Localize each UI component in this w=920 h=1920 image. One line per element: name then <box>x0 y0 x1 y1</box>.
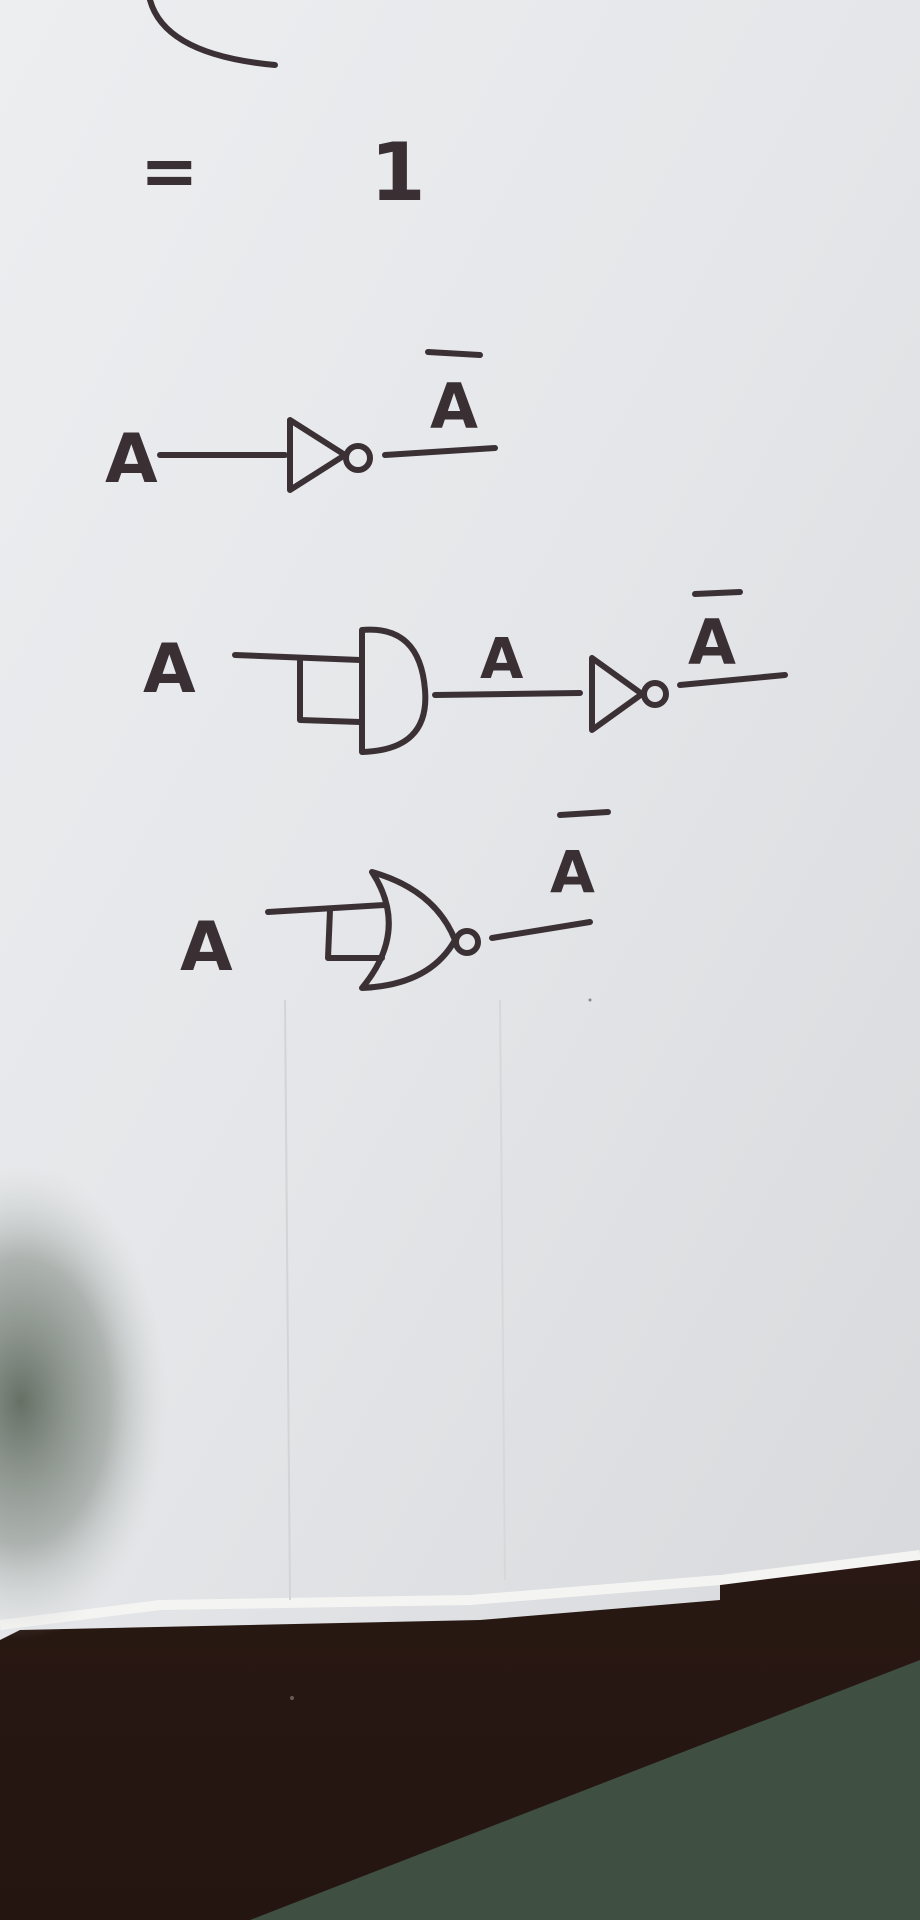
not-gate-triangle-icon-2 <box>589 655 645 733</box>
equation-value: 1 <box>370 126 426 219</box>
nor-gate-icon <box>359 869 458 991</box>
circuit2-middle-label: A <box>480 627 524 692</box>
partial-arc <box>147 0 278 68</box>
not-gate-bubble-icon <box>343 443 373 473</box>
not-gate-triangle-icon <box>287 417 348 493</box>
circuit1-overbar <box>425 349 483 358</box>
circuit1-output-label: A <box>430 370 478 443</box>
circuit3-overbar <box>557 809 611 818</box>
circuit1-input-label: A <box>105 420 158 499</box>
circuit3-input-label: A <box>180 908 233 987</box>
circuit-not-gate: A A <box>105 349 498 499</box>
not-gate-bubble-icon-2 <box>641 680 669 708</box>
circuit-nor-gate: A A <box>180 809 611 991</box>
circuit2-input-label: A <box>143 630 196 709</box>
circuit2-overbar <box>692 589 743 597</box>
equals-sign: = <box>140 130 199 212</box>
green-mat <box>250 1660 920 1920</box>
circuit3-output-label: A <box>550 838 595 906</box>
nor-gate-bubble-icon <box>453 928 481 956</box>
and-gate-icon <box>359 626 429 755</box>
hand-shadow <box>0 980 420 1660</box>
circuit-and-not-gate: A A A <box>143 589 788 755</box>
circuit2-output-label: A <box>688 606 736 679</box>
